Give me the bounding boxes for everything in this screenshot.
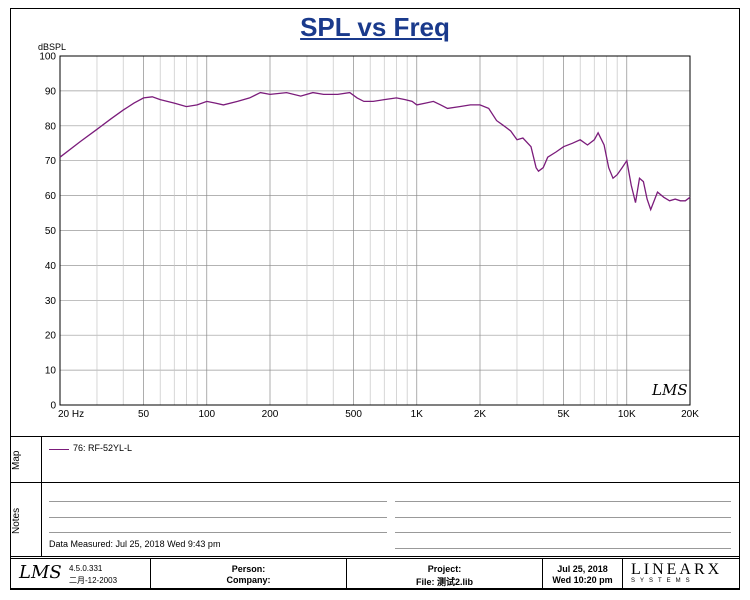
note-line[interactable] (49, 532, 387, 533)
company-label: Company: (226, 575, 271, 585)
y-tick-label: 10 (45, 366, 57, 377)
footer-person-cell: Person: Company: (151, 559, 347, 588)
footer-date-cell: Jul 25, 2018 Wed 10:20 pm (543, 559, 623, 588)
spl-curve-line (59, 91, 691, 212)
y-axis-label: dBSPL (38, 42, 67, 52)
y-tick-label: 60 (45, 191, 57, 202)
y-tick-label: 90 (45, 86, 57, 97)
x-tick-label: 20K (681, 409, 699, 420)
note-line[interactable] (395, 532, 731, 533)
note-line[interactable] (395, 517, 731, 518)
note-line[interactable] (395, 501, 731, 502)
note-line[interactable] (395, 548, 731, 549)
footer-logo-cell: LMS 4.5.0.331 二月-12-2003 (11, 559, 151, 588)
lms-logo: LMS (19, 562, 62, 583)
x-tick-label: 200 (262, 409, 279, 420)
y-tick-labels: 0 10 20 30 40 50 60 70 80 90 100 (39, 52, 56, 412)
y-tick-label: 30 (45, 296, 57, 307)
footer-bar: LMS 4.5.0.331 二月-12-2003 Person: Company… (10, 558, 740, 589)
file-label: File: 测试2.lib (415, 577, 473, 587)
x-tick-label: 50 (138, 409, 150, 420)
y-tick-label: 100 (39, 52, 56, 63)
spl-chart: 0 10 20 30 40 50 60 70 80 90 100 20 Hz 50 100 200 500 1… (39, 52, 699, 421)
footer-project-cell: Project: File: 测试2.lib (347, 559, 543, 588)
y-tick-label: 80 (45, 121, 57, 132)
map-label: Map (11, 450, 22, 471)
y-tick-label: 40 (45, 261, 57, 272)
grid-layer (59, 55, 691, 406)
legend-entry: 76: RF-52YL-L (73, 443, 133, 453)
note-line[interactable] (49, 517, 387, 518)
version-date: 二月-12-2003 (69, 576, 118, 585)
map-panel: Map 76: RF-52YL-L (10, 436, 740, 483)
footer-date: Jul 25, 2018 (557, 564, 608, 574)
x-tick-label: 20 Hz (58, 409, 84, 420)
x-tick-labels: 20 Hz 50 100 200 500 1K 2K 5K 10K 20K (58, 409, 699, 420)
linearx-logo: LINEARX (631, 561, 723, 578)
note-line[interactable] (49, 501, 387, 502)
project-label: Project: (427, 564, 462, 574)
lms-watermark: LMS (651, 381, 688, 399)
y-tick-label: 20 (45, 331, 57, 342)
notes-label: Notes (11, 507, 22, 534)
x-tick-label: 500 (345, 409, 362, 420)
y-tick-label: 70 (45, 156, 57, 167)
x-tick-label: 2K (474, 409, 487, 420)
x-tick-label: 10K (618, 409, 636, 420)
notes-panel: Notes Data Measured: Jul 25, 2018 Wed 9:… (10, 482, 740, 557)
x-tick-label: 1K (411, 409, 424, 420)
linearx-systems-text: SYSTEMS (631, 578, 695, 584)
chart-title: SPL vs Freq (300, 12, 450, 42)
data-measured-text: Data Measured: Jul 25, 2018 Wed 9:43 pm (49, 539, 221, 549)
page-frame (10, 8, 740, 590)
legend-swatch (49, 449, 69, 450)
x-tick-label: 100 (198, 409, 215, 420)
y-tick-label: 0 (50, 401, 56, 412)
y-tick-label: 50 (45, 226, 57, 237)
footer-time: Wed 10:20 pm (552, 575, 613, 585)
x-tick-label: 5K (557, 409, 570, 420)
plot-area (59, 55, 691, 406)
version-number: 4.5.0.331 (69, 564, 103, 573)
footer-brand-cell: LINEARX SYSTEMS (623, 559, 739, 588)
person-label: Person: (231, 564, 266, 574)
